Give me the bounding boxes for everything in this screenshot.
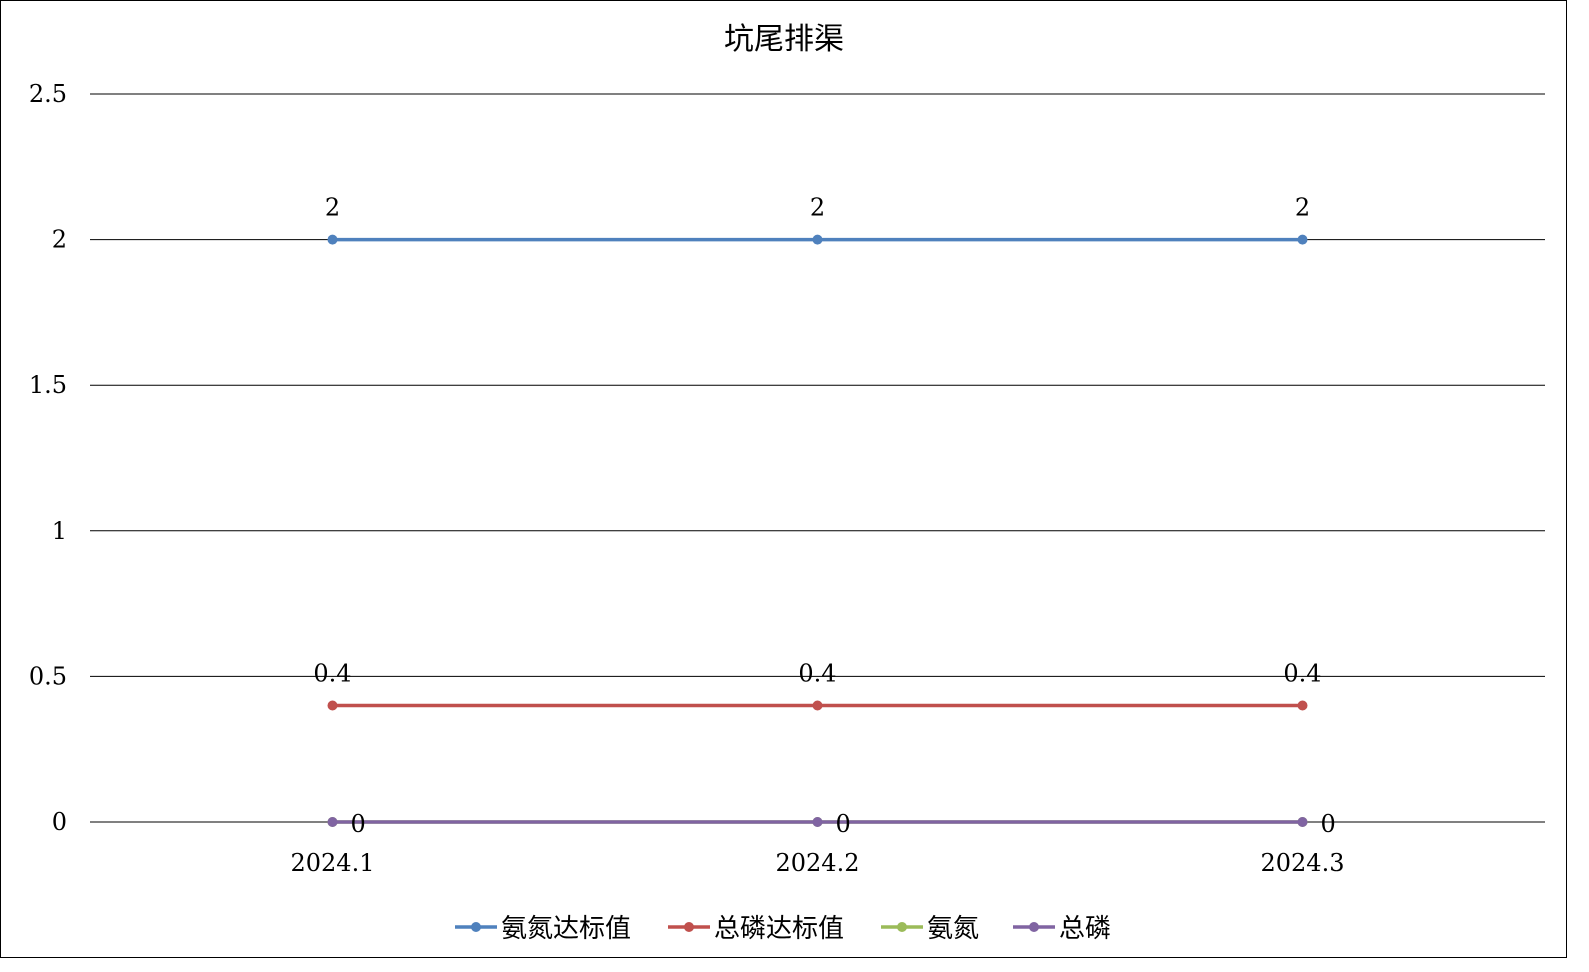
legend-item: 总磷达标值 bbox=[668, 914, 844, 944]
legend-item: 总磷 bbox=[1013, 914, 1111, 944]
y-tick-label: 2 bbox=[52, 226, 67, 254]
data-point bbox=[1297, 817, 1308, 827]
data-label: 0 bbox=[836, 810, 851, 838]
x-tick-label: 2024.2 bbox=[776, 849, 860, 877]
legend: 氨氮达标值 总磷达标值 氨氮 总磷 bbox=[455, 914, 1111, 944]
legend-item: 氨氮达标值 bbox=[455, 914, 631, 944]
data-point bbox=[327, 700, 338, 711]
data-label: 0 bbox=[351, 810, 366, 838]
data-point bbox=[327, 234, 338, 245]
legend-label: 氨氮 bbox=[927, 914, 979, 944]
legend-item: 氨氮 bbox=[881, 914, 979, 944]
data-label: 0.4 bbox=[1283, 660, 1321, 688]
legend-marker bbox=[1029, 922, 1039, 932]
data-label: 0.4 bbox=[798, 660, 836, 688]
legend-label: 总磷 bbox=[1059, 914, 1111, 944]
data-label: 2 bbox=[810, 194, 825, 222]
legend-label: 氨氮达标值 bbox=[501, 914, 631, 944]
y-tick-label: 2.5 bbox=[29, 80, 67, 108]
chart-title: 坑尾排渠 bbox=[724, 22, 844, 57]
data-label: 2 bbox=[1295, 194, 1310, 222]
data-point bbox=[1297, 700, 1308, 711]
data-point bbox=[1297, 234, 1308, 245]
y-tick-label: 0.5 bbox=[29, 662, 67, 690]
series-lines bbox=[327, 234, 1308, 827]
data-label: 0 bbox=[1321, 810, 1336, 838]
data-point bbox=[812, 817, 823, 827]
data-label: 2 bbox=[325, 194, 340, 222]
data-point bbox=[812, 234, 823, 245]
data-labels: 2 2 2 0.4 0.4 0.4 0 0 0 bbox=[313, 194, 1335, 838]
y-axis-ticks: 0 0.5 1 1.5 2 2.5 bbox=[29, 80, 67, 836]
data-label: 0.4 bbox=[313, 660, 351, 688]
x-axis-ticks: 2024.1 2024.2 2024.3 bbox=[291, 849, 1345, 877]
x-tick-label: 2024.1 bbox=[291, 849, 375, 877]
x-tick-label: 2024.3 bbox=[1261, 849, 1345, 877]
legend-marker bbox=[471, 922, 481, 932]
data-point bbox=[812, 700, 823, 711]
y-tick-label: 1.5 bbox=[29, 371, 67, 399]
y-tick-label: 0 bbox=[52, 808, 67, 836]
legend-marker bbox=[684, 922, 694, 932]
y-tick-label: 1 bbox=[52, 517, 67, 545]
legend-marker bbox=[897, 922, 907, 932]
legend-label: 总磷达标值 bbox=[714, 914, 844, 944]
data-point bbox=[327, 817, 338, 827]
